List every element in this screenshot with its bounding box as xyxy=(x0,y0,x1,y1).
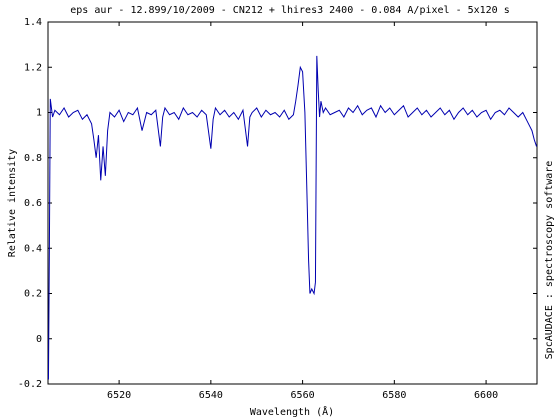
x-tick-label: 6560 xyxy=(291,390,315,401)
x-tick-label: 6520 xyxy=(107,390,131,401)
y-tick-label: 0.6 xyxy=(24,198,42,209)
chart-title: eps aur - 12.899/10/2009 - CN212 + lhire… xyxy=(70,5,510,16)
y-tick-label: 1.4 xyxy=(24,17,42,28)
y-tick-label: -0.2 xyxy=(18,379,42,390)
x-axis-label: Wavelength (Å) xyxy=(250,405,334,418)
y-tick-label: 0.2 xyxy=(24,289,42,300)
x-tick-label: 6600 xyxy=(474,390,498,401)
y-tick-label: 0 xyxy=(36,334,42,345)
y-axis-label: Relative intensity xyxy=(7,149,18,257)
side-note: SpcAUDACE : spectroscopy software xyxy=(544,161,555,360)
x-tick-label: 6580 xyxy=(382,390,406,401)
y-tick-label: 0.4 xyxy=(24,243,42,254)
spectrum-line xyxy=(47,55,538,380)
y-tick-label: 1 xyxy=(36,108,42,119)
x-tick-label: 6540 xyxy=(199,390,223,401)
y-tick-label: 0.8 xyxy=(24,153,42,164)
plot-frame xyxy=(47,21,538,385)
y-tick-label: 1.2 xyxy=(24,62,42,73)
